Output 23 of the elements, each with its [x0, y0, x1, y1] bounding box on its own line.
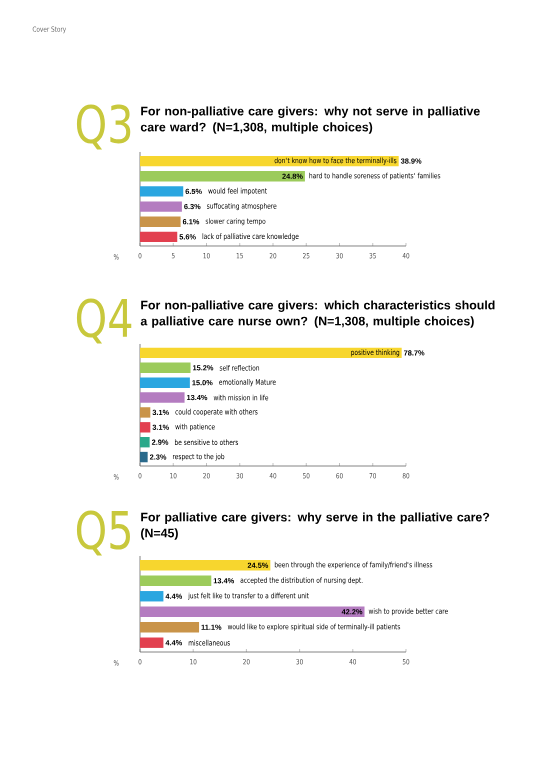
- bar: [140, 451, 148, 463]
- text: Q4: [76, 298, 132, 344]
- text: Q5: [76, 510, 130, 556]
- bar: [140, 422, 151, 433]
- text: Q3: [76, 104, 131, 150]
- bar: [140, 637, 164, 648]
- bar: [140, 622, 200, 633]
- bar: [140, 201, 182, 212]
- bar: [140, 392, 185, 403]
- bar: [140, 186, 184, 197]
- bar: [140, 155, 399, 167]
- bar: [140, 347, 402, 359]
- bar: [140, 575, 212, 586]
- bar: [140, 171, 305, 182]
- bar: [140, 362, 191, 373]
- bar: [140, 560, 271, 571]
- bar: [140, 606, 365, 617]
- bar: [140, 231, 178, 243]
- bar: [140, 436, 150, 448]
- bar: [140, 407, 151, 418]
- bar: [140, 216, 181, 227]
- bar: [140, 377, 190, 388]
- bar: [140, 591, 164, 602]
